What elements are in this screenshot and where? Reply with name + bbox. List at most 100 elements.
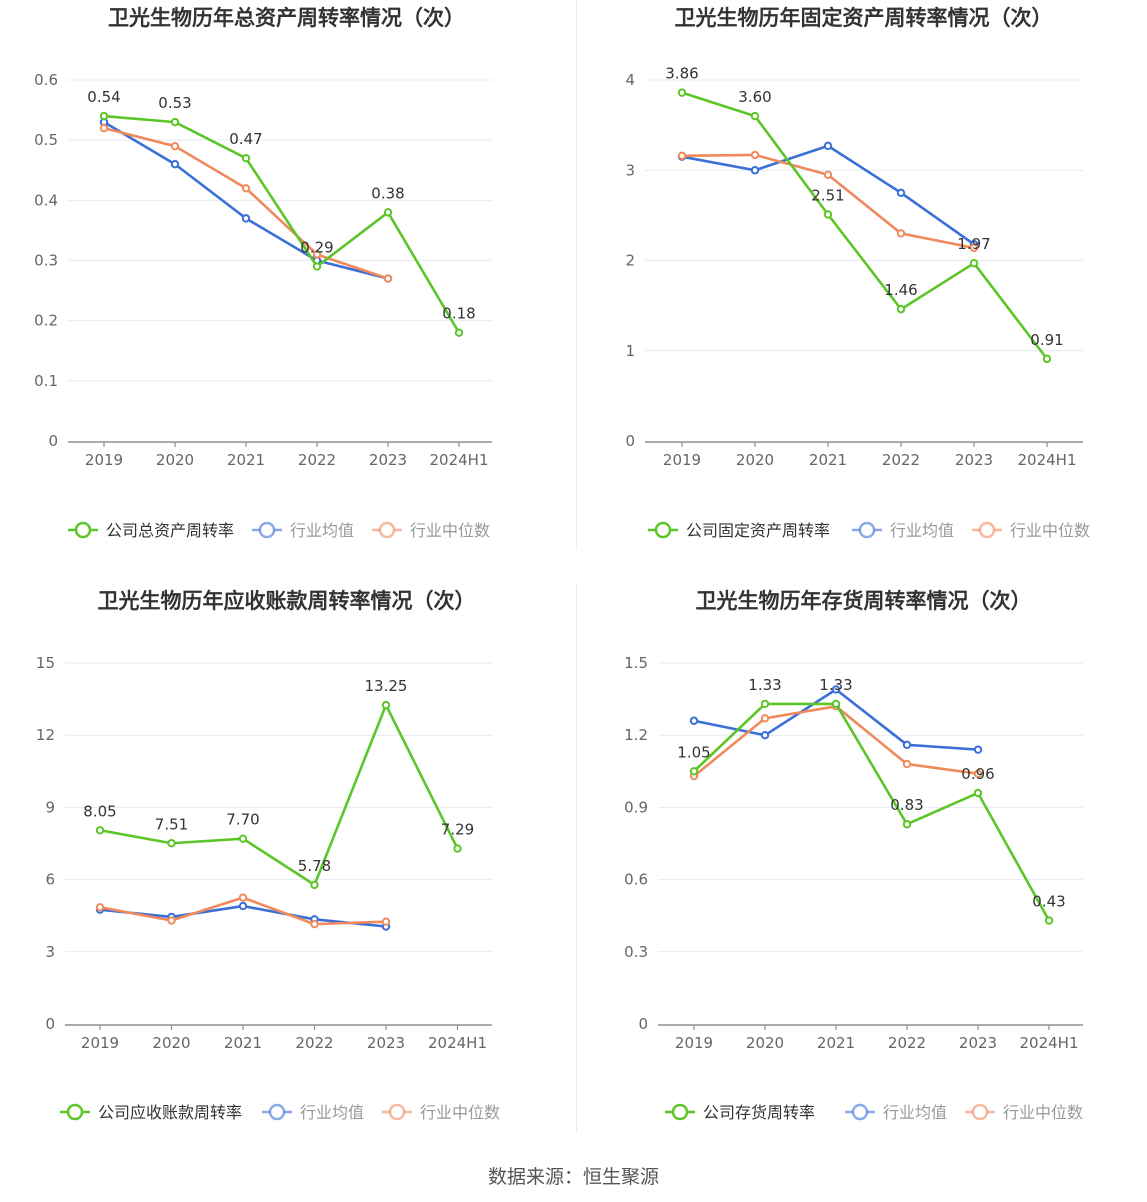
data-point[interactable] <box>453 844 462 853</box>
legend-item[interactable]: 公司存货周转率 <box>665 1103 815 1122</box>
x-tick-label: 2021 <box>227 451 265 469</box>
legend-label: 公司应收账款周转率 <box>98 1103 242 1122</box>
y-tick-label: 0 <box>48 432 58 450</box>
data-point[interactable] <box>823 141 833 151</box>
legend-item[interactable]: 行业均值 <box>252 521 354 540</box>
legend-marker-icon <box>388 1103 406 1121</box>
legend-item[interactable]: 行业均值 <box>852 521 954 540</box>
data-point[interactable] <box>973 769 983 778</box>
y-tick-label: 15 <box>36 654 55 672</box>
data-label: 0.53 <box>158 94 191 112</box>
data-label: 1.33 <box>748 676 781 694</box>
data-point[interactable] <box>99 123 109 133</box>
data-point[interactable] <box>99 111 109 121</box>
y-tick-label: 1.5 <box>624 654 648 672</box>
x-tick-label: 2024H1 <box>1018 451 1077 469</box>
data-point[interactable] <box>896 305 906 314</box>
x-tick-label: 2020 <box>152 1034 190 1052</box>
data-point[interactable] <box>1044 916 1054 925</box>
x-tick-label: 2019 <box>85 451 123 469</box>
legend-marker-icon <box>671 1103 689 1121</box>
legend-item[interactable]: 行业均值 <box>845 1103 947 1122</box>
data-point[interactable] <box>902 820 912 829</box>
data-point[interactable] <box>310 919 319 929</box>
data-point[interactable] <box>238 901 248 911</box>
data-label: 7.51 <box>155 815 188 833</box>
y-tick-label: 0.6 <box>624 871 648 889</box>
data-label: 1.33 <box>819 676 852 694</box>
data-point[interactable] <box>238 834 248 843</box>
data-point[interactable] <box>170 117 180 127</box>
y-tick-label: 3 <box>625 161 635 179</box>
data-point[interactable] <box>95 826 105 835</box>
legend-item[interactable]: 行业均值 <box>262 1103 364 1122</box>
data-point[interactable] <box>760 714 770 723</box>
legend-item[interactable]: 行业中位数 <box>382 1103 500 1122</box>
data-point[interactable] <box>677 88 687 97</box>
data-point[interactable] <box>383 208 393 217</box>
data-point[interactable] <box>170 160 180 169</box>
data-point[interactable] <box>381 700 391 710</box>
data-point[interactable] <box>238 893 248 902</box>
data-point[interactable] <box>902 759 912 769</box>
data-point[interactable] <box>750 150 760 160</box>
legend-marker-icon <box>66 1103 84 1121</box>
x-tick-label: 2024H1 <box>1020 1034 1079 1052</box>
legend-item[interactable]: 公司应收账款周转率 <box>60 1103 242 1122</box>
chart-inventory-turnover: 卫光生物历年存货周转率情况（次） 0 0.3 0.6 0.9 1.2 1.5 2019 2020… <box>577 583 1147 1166</box>
data-point[interactable] <box>241 214 251 223</box>
data-point[interactable] <box>750 166 760 175</box>
data-point[interactable] <box>241 154 251 163</box>
legend-marker-icon <box>971 1103 989 1121</box>
data-point[interactable] <box>969 259 979 268</box>
data-point[interactable] <box>167 839 176 848</box>
data-point[interactable] <box>167 916 176 925</box>
data-label: 1.97 <box>957 235 990 253</box>
data-point[interactable] <box>383 274 393 283</box>
data-label: 13.25 <box>365 677 408 695</box>
data-label: 1.05 <box>677 743 710 761</box>
legend-marker-icon <box>654 521 672 539</box>
data-point[interactable] <box>831 685 841 694</box>
y-tick-label: 0.6 <box>34 71 58 89</box>
data-point[interactable] <box>896 229 906 238</box>
data-point[interactable] <box>831 699 841 709</box>
data-point[interactable] <box>312 250 322 259</box>
data-point[interactable] <box>170 141 180 151</box>
legend-item[interactable]: 公司总资产周转率 <box>68 521 234 540</box>
x-tick-label: 2021 <box>224 1034 262 1052</box>
data-point[interactable] <box>381 917 391 926</box>
data-point[interactable] <box>677 151 687 161</box>
data-point[interactable] <box>973 788 983 798</box>
data-point[interactable] <box>760 731 770 740</box>
data-point[interactable] <box>689 767 699 776</box>
data-point[interactable] <box>902 740 912 750</box>
series-line <box>99 703 459 887</box>
data-point[interactable] <box>95 903 105 912</box>
data-point[interactable] <box>760 699 770 709</box>
data-label: 7.70 <box>226 811 259 829</box>
data-point[interactable] <box>689 716 699 725</box>
data-source-note: 数据来源：恒生聚源 <box>487 1166 659 1188</box>
data-label: 0.96 <box>961 765 994 783</box>
y-tick-label: 0 <box>45 1015 55 1033</box>
series-line <box>103 126 389 280</box>
legend-item[interactable]: 行业中位数 <box>372 521 490 540</box>
legend-item[interactable]: 公司固定资产周转率 <box>648 521 830 540</box>
x-tick-label: 2022 <box>882 451 920 469</box>
data-point[interactable] <box>969 243 979 253</box>
data-point[interactable] <box>823 210 833 219</box>
data-point[interactable] <box>454 328 464 337</box>
data-point[interactable] <box>750 111 760 121</box>
data-point[interactable] <box>312 262 322 271</box>
data-point[interactable] <box>241 184 251 193</box>
data-point[interactable] <box>1042 354 1052 364</box>
data-point[interactable] <box>823 170 833 179</box>
legend-marker-icon <box>258 521 276 539</box>
series-line <box>681 91 1049 360</box>
legend-item[interactable]: 行业中位数 <box>972 521 1090 540</box>
legend-item[interactable]: 行业中位数 <box>965 1103 1083 1122</box>
data-point[interactable] <box>896 188 906 198</box>
data-point[interactable] <box>310 880 319 890</box>
data-point[interactable] <box>973 745 983 754</box>
